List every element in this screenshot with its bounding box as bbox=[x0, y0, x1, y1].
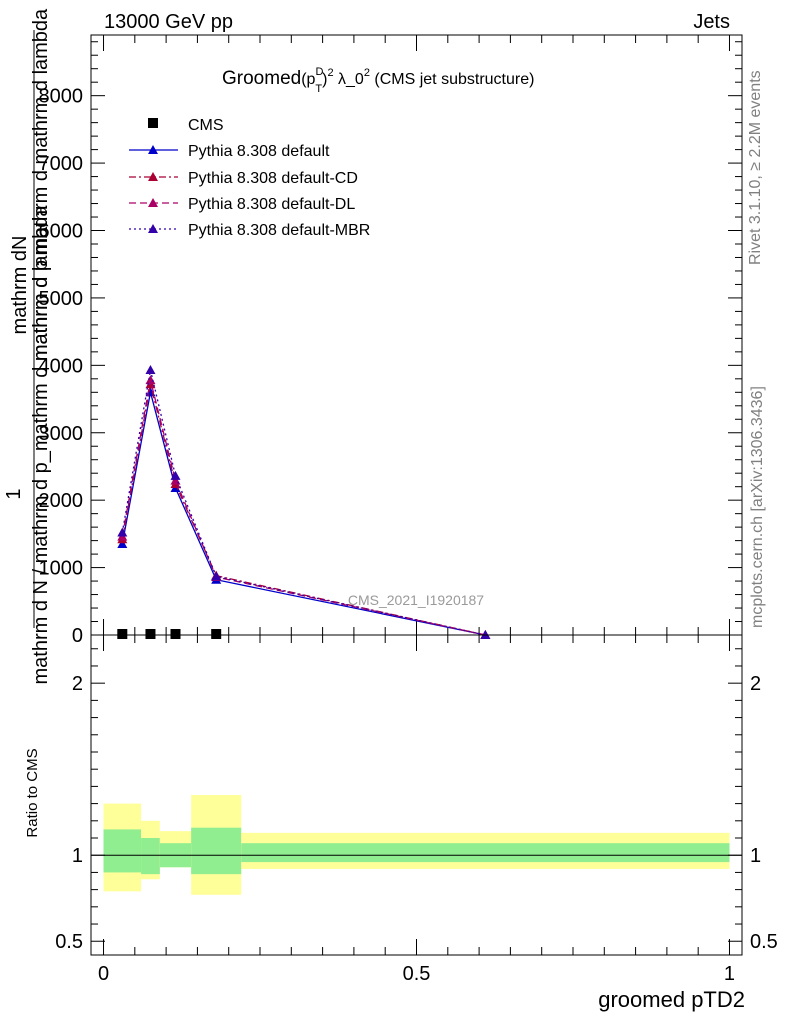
series-marker bbox=[145, 365, 156, 375]
title-close: ) bbox=[322, 71, 327, 88]
legend-marker-square bbox=[148, 118, 158, 128]
legend-marker-triangle bbox=[148, 145, 158, 154]
main-y-tick-label: 8000 bbox=[39, 86, 84, 108]
ratio-x-tick-label: 0 bbox=[98, 963, 109, 985]
cms-data-point bbox=[170, 629, 181, 639]
ratio-y-tick-label: 2 bbox=[72, 673, 83, 695]
series-marker bbox=[211, 571, 222, 581]
title-sup-0: 2 bbox=[364, 67, 370, 79]
x-axis-label: groomed pTD2 bbox=[598, 987, 745, 1012]
title-rest: λ_0 bbox=[334, 71, 364, 88]
series-marker bbox=[170, 470, 181, 480]
plot-title: Groomed(pD T)2 λ_02 (CMS jet substructure… bbox=[222, 66, 534, 95]
main-y-tick-label: 5000 bbox=[39, 288, 84, 310]
legend-marker-triangle bbox=[148, 172, 158, 181]
y-label-denominator: mathrm d N / mathrm d p_mathrm d mathrm … bbox=[30, 205, 52, 685]
ratio-inner-band bbox=[241, 843, 730, 863]
ratio-panel: 0.5 0.51 12 2 0 0.5 1 Ratio to CMS bbox=[24, 634, 778, 985]
title-p: (p bbox=[301, 71, 315, 88]
ratio-y-label: Ratio to CMS bbox=[24, 748, 41, 837]
series-marker bbox=[117, 538, 128, 548]
legend-entry: CMS bbox=[148, 117, 224, 134]
title-prefix: Groomed bbox=[222, 68, 301, 89]
main-y-tick-label: 2000 bbox=[39, 490, 84, 512]
series-0 bbox=[117, 629, 222, 639]
main-y-tick-label: 4000 bbox=[39, 355, 84, 377]
ratio-x-axis: 0 0.5 1 bbox=[98, 635, 735, 985]
main-panel: 0 1000 2000 3000 4000 5000 6000 7000 8000 CMS_20… bbox=[3, 8, 743, 685]
ratio-uncertainty-bands bbox=[103, 795, 730, 895]
series-marker bbox=[117, 527, 128, 537]
title-suffix: (CMS jet substructure) bbox=[370, 71, 534, 88]
cms-data-point bbox=[211, 629, 222, 639]
mcplots-credit-label: mcplots.cern.ch [arXiv:1306.3436] bbox=[749, 386, 766, 628]
y-label-top-den: mathrm d p mathrm d mathrm d lambda bbox=[30, 8, 52, 361]
y-label-top-left: mathrm dN bbox=[9, 236, 31, 335]
series-marker bbox=[145, 375, 156, 385]
y-label-top-n: N bbox=[9, 236, 31, 250]
cms-data-point bbox=[145, 629, 156, 639]
ratio-y-tick-label-right: 0.5 bbox=[750, 931, 778, 953]
cms-data-point bbox=[117, 629, 128, 639]
title-sup-d: D bbox=[315, 66, 323, 78]
main-y-tick-label: 3000 bbox=[39, 423, 84, 445]
legend-entry: Pythia 8.308 default-DL bbox=[129, 196, 355, 213]
ratio-frame bbox=[90, 634, 743, 956]
title-sub-t: T bbox=[315, 83, 322, 95]
series-layer bbox=[117, 365, 491, 639]
y-label-top-num: mathrm d bbox=[9, 250, 31, 334]
legend-label: Pythia 8.308 default bbox=[188, 143, 330, 160]
main-x-axis-ticks bbox=[103, 35, 730, 635]
y-axis-label: mathrm dN mathrm d p mathrm d mathrm d l… bbox=[3, 8, 52, 685]
legend-label: CMS bbox=[188, 117, 224, 134]
legend-entry: Pythia 8.308 default-CD bbox=[129, 170, 358, 187]
ratio-y-tick-label: 0.5 bbox=[55, 931, 83, 953]
ratio-y-tick-label: 1 bbox=[72, 845, 83, 867]
legend-label: Pythia 8.308 default-MBR bbox=[188, 222, 370, 239]
legend-marker-triangle bbox=[148, 198, 158, 207]
title-sup-2: 2 bbox=[327, 67, 333, 79]
ratio-x-tick-label: 0.5 bbox=[403, 963, 431, 985]
analysis-watermark: CMS_2021_I1920187 bbox=[348, 592, 484, 608]
ratio-y-tick-label-right: 1 bbox=[750, 845, 761, 867]
legend-label: Pythia 8.308 default-CD bbox=[188, 170, 358, 187]
legend-entry: Pythia 8.308 default bbox=[129, 143, 330, 160]
legend-entry: Pythia 8.308 default-MBR bbox=[129, 222, 370, 239]
legend: CMS Pythia 8.308 default Pythia 8.308 defa… bbox=[129, 117, 370, 239]
main-y-axis: 0 1000 2000 3000 4000 5000 6000 7000 8000 bbox=[39, 41, 742, 647]
ratio-inner-band bbox=[141, 838, 160, 875]
ratio-inner-band bbox=[103, 829, 142, 873]
main-y-tick-label: 0 bbox=[72, 625, 83, 647]
header-process: Jets bbox=[693, 11, 730, 33]
main-y-tick-label: 6000 bbox=[39, 221, 84, 243]
rivet-version-label: Rivet 3.1.10, ≥ 2.2M events bbox=[747, 70, 764, 265]
main-y-tick-label: 1000 bbox=[39, 558, 84, 580]
series-line bbox=[121, 380, 486, 636]
legend-label: Pythia 8.308 default-DL bbox=[188, 196, 355, 213]
y-label-numerator: 1 bbox=[3, 488, 25, 499]
legend-marker-triangle bbox=[148, 224, 158, 233]
main-y-tick-label: 7000 bbox=[39, 153, 84, 175]
ratio-y-axis: 0.5 0.5 1 1 2 2 bbox=[55, 648, 778, 953]
ratio-inner-band bbox=[191, 827, 242, 875]
series-4 bbox=[117, 365, 491, 639]
ratio-x-tick-label: 1 bbox=[724, 963, 735, 985]
header-energy: 13000 GeV pp bbox=[104, 11, 233, 33]
ratio-y-tick-label-right: 2 bbox=[750, 673, 761, 695]
